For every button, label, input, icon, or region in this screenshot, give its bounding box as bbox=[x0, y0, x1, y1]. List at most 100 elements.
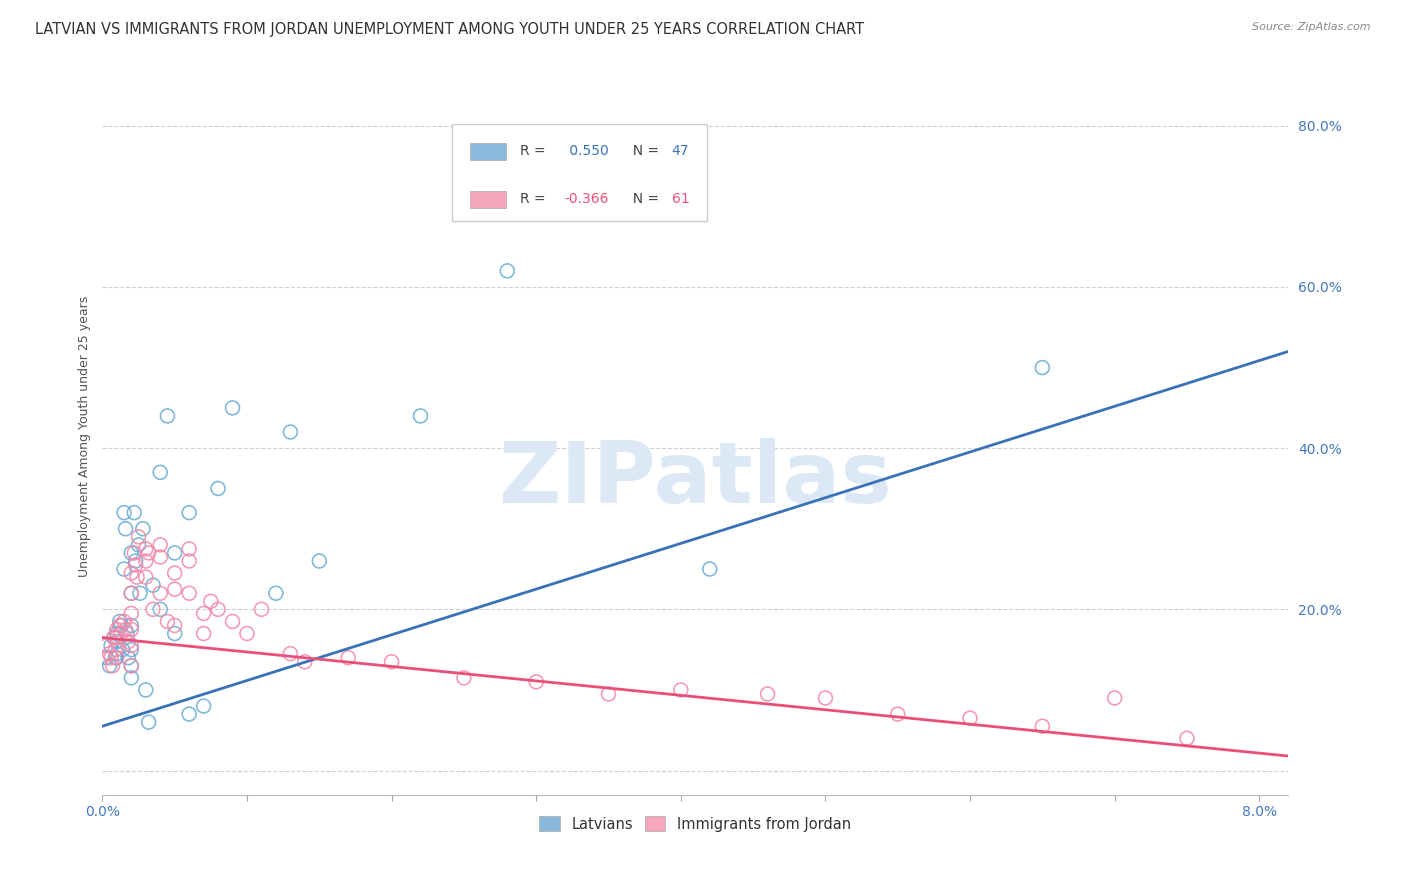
Point bbox=[120, 607, 142, 621]
Point bbox=[122, 546, 145, 560]
Point bbox=[120, 658, 142, 673]
Point bbox=[105, 626, 128, 640]
Point bbox=[103, 631, 125, 645]
Point bbox=[453, 671, 475, 685]
Point bbox=[135, 570, 157, 584]
Point bbox=[179, 541, 201, 556]
Point bbox=[669, 682, 692, 697]
Point bbox=[236, 626, 259, 640]
Point bbox=[598, 687, 620, 701]
Point bbox=[117, 634, 139, 648]
Point bbox=[1031, 360, 1053, 375]
Point bbox=[120, 639, 142, 653]
Text: 61: 61 bbox=[672, 193, 689, 206]
Point bbox=[120, 586, 142, 600]
Point bbox=[207, 482, 229, 496]
Point bbox=[114, 522, 136, 536]
Point bbox=[179, 506, 201, 520]
Point bbox=[135, 541, 157, 556]
Text: 0.550: 0.550 bbox=[565, 145, 609, 158]
Point bbox=[100, 639, 122, 653]
Point bbox=[207, 602, 229, 616]
Point bbox=[100, 650, 122, 665]
Point bbox=[112, 506, 135, 520]
Point bbox=[149, 549, 172, 564]
Point bbox=[221, 615, 243, 629]
Point bbox=[163, 618, 186, 632]
Point bbox=[179, 586, 201, 600]
Point bbox=[163, 546, 186, 560]
Point bbox=[120, 671, 142, 685]
Point bbox=[149, 586, 172, 600]
Point bbox=[112, 562, 135, 576]
Point bbox=[108, 615, 131, 629]
Point bbox=[135, 554, 157, 568]
Point bbox=[163, 582, 186, 597]
Point bbox=[1031, 719, 1053, 733]
Y-axis label: Unemployment Among Youth under 25 years: Unemployment Among Youth under 25 years bbox=[79, 295, 91, 577]
Point bbox=[104, 650, 127, 665]
Point bbox=[115, 626, 138, 640]
Point bbox=[200, 594, 222, 608]
Point bbox=[149, 466, 172, 480]
Text: N =: N = bbox=[624, 193, 664, 206]
Point bbox=[149, 538, 172, 552]
Point bbox=[138, 715, 160, 730]
Point bbox=[103, 631, 125, 645]
Point bbox=[105, 650, 128, 665]
Point bbox=[138, 546, 160, 560]
Point bbox=[1175, 731, 1198, 746]
Point bbox=[124, 558, 146, 572]
Point bbox=[132, 522, 155, 536]
Point bbox=[120, 623, 142, 637]
Point bbox=[381, 655, 404, 669]
FancyBboxPatch shape bbox=[470, 143, 506, 160]
Point bbox=[280, 425, 302, 439]
Point bbox=[105, 634, 128, 648]
Point bbox=[756, 687, 779, 701]
Point bbox=[105, 623, 128, 637]
Point bbox=[120, 546, 142, 560]
Point bbox=[108, 618, 131, 632]
Point bbox=[96, 650, 118, 665]
Point bbox=[129, 586, 152, 600]
Point bbox=[163, 626, 186, 640]
Point bbox=[250, 602, 273, 616]
Point bbox=[142, 602, 165, 616]
Point bbox=[294, 655, 316, 669]
Point bbox=[264, 586, 287, 600]
Point bbox=[127, 570, 149, 584]
Point bbox=[1104, 691, 1126, 706]
Point bbox=[120, 642, 142, 657]
Point bbox=[179, 707, 201, 722]
Point bbox=[120, 658, 142, 673]
Point bbox=[193, 626, 215, 640]
Point bbox=[524, 674, 547, 689]
Point bbox=[112, 615, 135, 629]
Point bbox=[887, 707, 910, 722]
Point bbox=[409, 409, 432, 423]
Point bbox=[128, 530, 150, 544]
FancyBboxPatch shape bbox=[453, 124, 707, 221]
Legend: Latvians, Immigrants from Jordan: Latvians, Immigrants from Jordan bbox=[533, 809, 859, 839]
Point bbox=[114, 623, 136, 637]
Point bbox=[105, 631, 128, 645]
Point bbox=[122, 506, 145, 520]
Point bbox=[959, 711, 981, 725]
Point bbox=[117, 650, 139, 665]
Point bbox=[120, 586, 142, 600]
Point bbox=[156, 615, 179, 629]
Point bbox=[96, 639, 118, 653]
Point bbox=[308, 554, 330, 568]
Text: ZIPatlas: ZIPatlas bbox=[498, 438, 893, 521]
Text: 47: 47 bbox=[672, 145, 689, 158]
Point bbox=[280, 647, 302, 661]
Point bbox=[142, 578, 165, 592]
Point bbox=[110, 618, 132, 632]
Text: R =: R = bbox=[520, 193, 550, 206]
Point bbox=[149, 602, 172, 616]
Text: LATVIAN VS IMMIGRANTS FROM JORDAN UNEMPLOYMENT AMONG YOUTH UNDER 25 YEARS CORREL: LATVIAN VS IMMIGRANTS FROM JORDAN UNEMPL… bbox=[35, 22, 865, 37]
Point bbox=[120, 618, 142, 632]
Point bbox=[699, 562, 721, 576]
FancyBboxPatch shape bbox=[470, 191, 506, 208]
